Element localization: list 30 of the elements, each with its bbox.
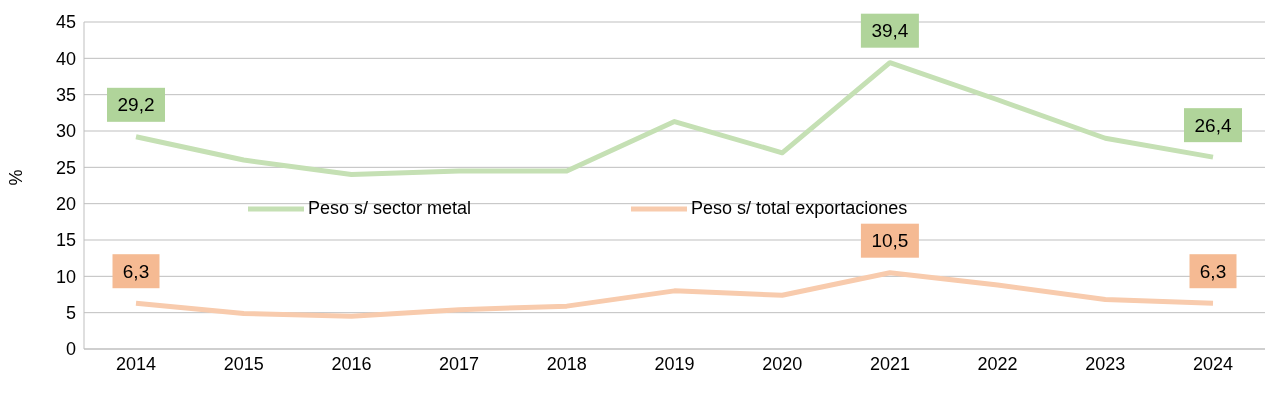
data-label: 26,4 <box>1194 114 1232 136</box>
x-tick-label: 2014 <box>115 353 157 374</box>
y-tick-label: 40 <box>55 48 76 69</box>
y-tick-label: 15 <box>55 230 76 251</box>
legend-label: Peso s/ sector metal <box>308 198 472 219</box>
x-tick-label: 2017 <box>439 353 480 374</box>
y-tick-label: 30 <box>55 121 76 142</box>
x-tick-label: 2020 <box>762 353 803 374</box>
y-tick-label: 20 <box>55 194 76 215</box>
data-label: 29,2 <box>117 94 155 116</box>
x-tick-label: 2022 <box>977 353 1018 374</box>
x-tick-label: 2024 <box>1192 353 1234 374</box>
data-label: 6,3 <box>1199 260 1227 282</box>
x-tick-label: 2018 <box>546 353 587 374</box>
y-tick-label: 0 <box>65 339 76 360</box>
y-tick-label: 25 <box>55 157 76 178</box>
y-axis-title: % <box>6 169 27 186</box>
legend-label: Peso s/ total exportaciones <box>691 198 908 219</box>
x-tick-label: 2016 <box>331 353 372 374</box>
y-tick-label: 5 <box>65 303 76 324</box>
y-tick-label: 45 <box>55 12 76 33</box>
y-tick-label: 10 <box>55 266 76 287</box>
data-label: 10,5 <box>871 230 909 252</box>
x-tick-label: 2021 <box>869 353 910 374</box>
x-tick-label: 2019 <box>654 353 695 374</box>
data-label: 39,4 <box>871 20 909 42</box>
x-tick-label: 2023 <box>1085 353 1126 374</box>
y-tick-label: 35 <box>55 85 76 106</box>
data-label: 6,3 <box>122 260 150 282</box>
x-tick-label: 2015 <box>223 353 264 374</box>
